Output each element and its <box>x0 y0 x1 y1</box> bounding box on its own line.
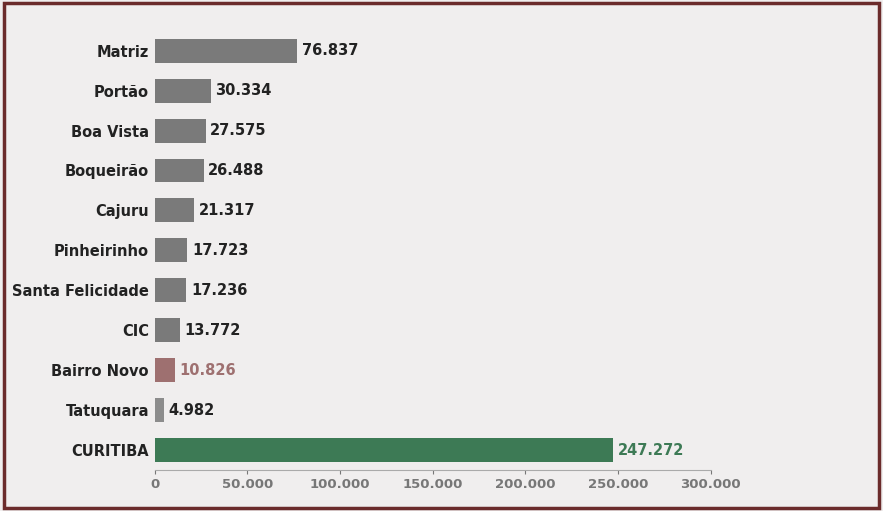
Text: 21.317: 21.317 <box>199 203 255 218</box>
Bar <box>155 438 613 462</box>
Text: 27.575: 27.575 <box>210 123 267 138</box>
Text: 10.826: 10.826 <box>179 363 236 378</box>
Text: 4.982: 4.982 <box>169 403 215 417</box>
Text: 13.772: 13.772 <box>185 323 241 338</box>
Bar <box>155 358 175 382</box>
Text: 17.236: 17.236 <box>191 283 247 298</box>
Text: 30.334: 30.334 <box>215 83 272 98</box>
Text: 26.488: 26.488 <box>208 163 265 178</box>
Bar <box>155 278 186 303</box>
Bar <box>155 119 206 143</box>
Bar <box>155 158 204 182</box>
Bar <box>155 198 194 222</box>
Text: 247.272: 247.272 <box>618 443 684 458</box>
Bar <box>155 39 297 63</box>
Bar <box>155 318 180 342</box>
Bar <box>155 398 163 422</box>
Text: 76.837: 76.837 <box>302 43 358 58</box>
Bar <box>155 239 187 262</box>
Bar <box>155 79 211 103</box>
Text: 17.723: 17.723 <box>192 243 248 258</box>
